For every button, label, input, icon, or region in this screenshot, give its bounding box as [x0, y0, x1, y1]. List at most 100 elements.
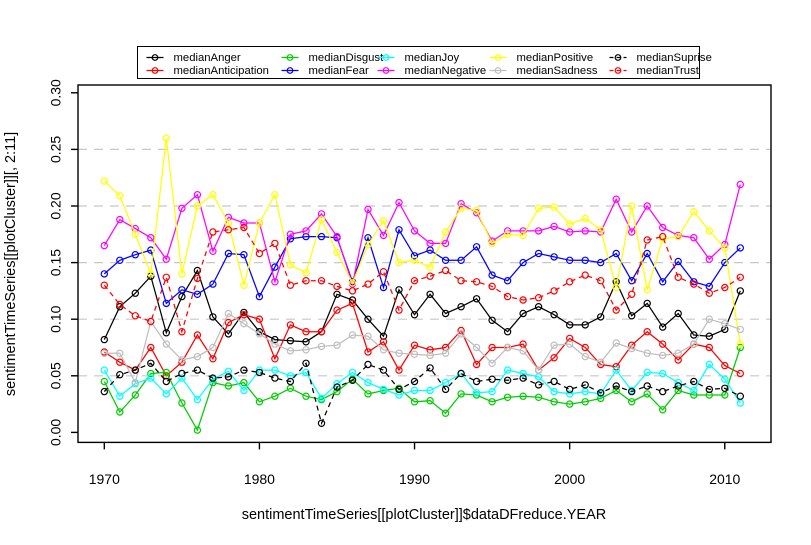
data-point-medianSuprise-1997	[519, 374, 527, 382]
data-point-medianSuprise-2011	[736, 392, 745, 400]
data-point-medianFear-2011	[736, 244, 745, 252]
data-point-medianTrust-1972	[131, 312, 139, 320]
data-point-medianNegative-1975	[178, 204, 186, 212]
data-point-medianDisgust-2006	[659, 406, 667, 414]
data-point-medianSadness-1972	[131, 378, 139, 387]
data-point-medianSadness-1980	[255, 330, 264, 338]
data-point-medianPositive-1991	[426, 263, 434, 271]
data-point-medianTrust-1980	[255, 249, 264, 258]
data-point-medianSuprise-1989	[395, 385, 403, 394]
data-point-medianSadness-2006	[659, 351, 667, 360]
data-point-medianAnger-1989	[395, 286, 403, 294]
data-point-medianFear-1993	[457, 256, 465, 264]
data-point-medianSadness-1999	[550, 341, 558, 349]
data-point-medianPositive-2004	[628, 202, 636, 210]
data-point-medianNegative-1989	[395, 198, 403, 207]
data-point-medianTrust-1991	[426, 272, 434, 280]
data-point-medianTrust-1995	[488, 282, 496, 291]
data-point-medianSuprise-1998	[534, 381, 543, 389]
data-point-medianFear-1998	[534, 249, 543, 258]
data-point-medianSuprise-1971	[116, 371, 124, 379]
data-point-medianPositive-2011	[736, 340, 745, 348]
data-point-medianSadness-1997	[519, 347, 527, 355]
data-point-medianFear-1978	[224, 249, 233, 258]
data-point-medianFear-2009	[705, 282, 714, 291]
data-point-medianSadness-2002	[597, 358, 605, 366]
data-point-medianAnticipation-1983	[302, 328, 310, 336]
series-medianAnticipation	[100, 299, 745, 380]
data-point-medianJoy-1988	[379, 385, 388, 394]
data-point-medianSadness-1987	[364, 332, 372, 340]
data-point-medianDisgust-1992	[441, 409, 450, 417]
y-tick-label-0.3: 0.30	[48, 79, 64, 106]
data-point-medianFear-1990	[410, 252, 419, 260]
data-series	[100, 134, 745, 434]
data-point-medianPositive-1989	[395, 258, 403, 267]
data-point-medianJoy-2008	[690, 386, 698, 395]
x-tick-label-2000: 2000	[554, 471, 585, 487]
data-point-medianPositive-1999	[550, 203, 558, 211]
data-point-medianAnger-1978	[224, 330, 233, 338]
data-point-medianDisgust-2007	[674, 386, 682, 395]
data-point-medianJoy-2010	[721, 375, 729, 383]
data-point-medianAnticipation-1999	[550, 354, 558, 362]
data-point-medianNegative-1982	[286, 230, 295, 238]
data-point-medianFear-1971	[116, 256, 124, 264]
data-point-medianAnticipation-1971	[116, 358, 124, 366]
data-point-medianAnticipation-2006	[659, 340, 667, 348]
data-point-medianFear-1999	[550, 253, 558, 261]
legend-marker-icon-medianTrust	[614, 67, 622, 74]
series-medianPositive	[100, 134, 745, 348]
data-point-medianSuprise-1991	[426, 364, 434, 372]
series-line-medianTrust	[103, 226, 741, 334]
data-point-medianDisgust-2005	[643, 390, 651, 398]
data-point-medianNegative-1988	[379, 231, 388, 240]
data-point-medianSuprise-2010	[721, 384, 729, 392]
data-point-medianNegative-1983	[302, 227, 310, 235]
data-point-medianAnger-2001	[581, 321, 589, 329]
data-point-medianDisgust-1998	[534, 393, 543, 401]
data-point-medianAnger-2005	[643, 299, 651, 308]
data-point-medianFear-2002	[597, 258, 605, 267]
data-point-medianNegative-1993	[457, 199, 465, 208]
data-point-medianAnger-1991	[426, 290, 434, 298]
data-point-medianSuprise-1995	[488, 375, 496, 383]
data-point-medianFear-2006	[659, 278, 667, 286]
data-point-medianNegative-1992	[441, 239, 450, 248]
data-point-medianAnger-1999	[550, 311, 558, 319]
data-point-medianFear-1988	[379, 283, 388, 292]
data-point-medianDisgust-1980	[255, 398, 264, 406]
data-point-medianJoy-1970	[100, 366, 109, 374]
data-point-medianTrust-1985	[333, 282, 341, 291]
legend-marker-icon-medianPositive	[494, 54, 502, 61]
data-point-medianAnger-2009	[705, 332, 714, 340]
data-point-medianSuprise-1970	[100, 387, 109, 396]
data-point-medianPositive-1982	[286, 261, 295, 269]
data-point-medianPositive-2010	[721, 244, 729, 252]
data-point-medianAnticipation-1977	[209, 355, 217, 363]
data-point-medianPositive-1977	[209, 190, 217, 199]
data-point-medianSadness-1976	[193, 352, 202, 361]
data-point-medianAnticipation-1976	[193, 331, 202, 339]
data-point-medianTrust-1999	[550, 287, 558, 295]
data-point-medianSuprise-1982	[286, 377, 295, 386]
data-point-medianDisgust-2003	[612, 386, 620, 395]
data-point-medianAnticipation-1981	[271, 355, 279, 363]
data-point-medianFear-2008	[690, 278, 698, 286]
data-point-medianTrust-2007	[674, 273, 682, 281]
data-point-medianDisgust-1991	[426, 397, 434, 405]
legend-item-medianNegative: medianNegative	[377, 65, 486, 77]
data-point-medianSadness-1979	[240, 320, 248, 328]
data-point-medianDisgust-1979	[240, 378, 248, 387]
data-point-medianSuprise-1981	[271, 374, 279, 382]
data-point-medianAnger-1988	[379, 332, 388, 340]
data-point-medianDisgust-1976	[193, 426, 202, 434]
data-point-medianAnger-2008	[690, 331, 698, 339]
data-point-medianPositive-2001	[581, 214, 589, 223]
data-point-medianNegative-2009	[705, 255, 714, 263]
data-point-medianJoy-1984	[317, 394, 326, 403]
series-medianFear	[100, 226, 745, 308]
data-point-medianAnger-2000	[566, 321, 574, 329]
data-point-medianPositive-1973	[147, 270, 155, 278]
